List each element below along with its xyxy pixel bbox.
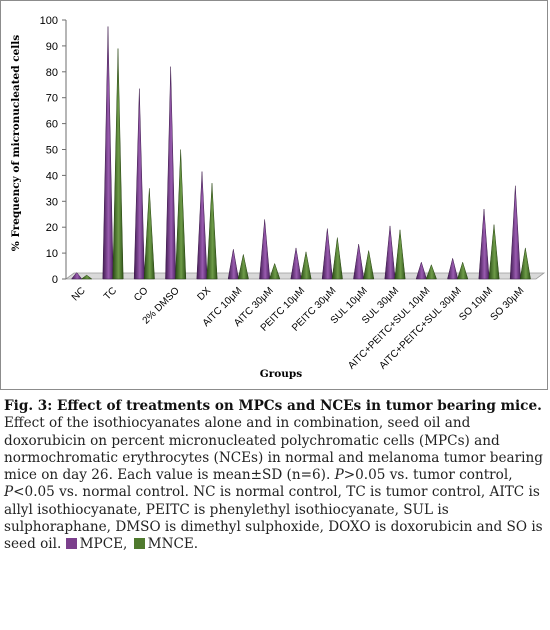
bar-mpce-10 xyxy=(384,225,396,280)
caption-body-1: Effect of the isothiocyanates alone and … xyxy=(4,415,543,484)
caption-p-value-1: P xyxy=(334,467,344,484)
y-tick-label: 50 xyxy=(46,145,58,157)
bar-mnce-0 xyxy=(80,274,93,280)
bar-mnce-6 xyxy=(269,262,281,280)
x-tick-label: CO xyxy=(132,285,151,304)
bar-mpce-8 xyxy=(321,228,333,280)
caption-body-2: >0.05 vs. tumor control, xyxy=(343,467,513,484)
bar-mnce-8 xyxy=(331,237,343,280)
caption-title: Fig. 3: Effect of treatments on MPCs and… xyxy=(4,398,542,414)
legend-swatch-mpce xyxy=(65,538,77,550)
bar-mpce-4 xyxy=(196,171,208,280)
bar-mpce-6 xyxy=(259,219,271,280)
bar-mnce-12 xyxy=(457,261,469,280)
x-tick-label: SO 30μM xyxy=(489,285,527,323)
bar-mnce-10 xyxy=(394,229,406,280)
caption-p-value-2: P xyxy=(4,484,14,501)
bar-mnce-11 xyxy=(425,264,437,280)
bar-mnce-5 xyxy=(237,254,249,280)
bar-mpce-1 xyxy=(102,26,114,280)
y-tick-label: 80 xyxy=(46,67,58,79)
bar-mpce-3 xyxy=(165,66,177,280)
bar-mpce-11 xyxy=(415,261,427,280)
y-tick-label: 20 xyxy=(46,222,58,234)
y-tick-label: 70 xyxy=(46,93,58,105)
legend-label-mpce: MPCE, xyxy=(79,536,128,553)
x-tick-label: DX xyxy=(196,285,214,303)
y-tick-label: 30 xyxy=(46,196,58,208)
bar-mnce-7 xyxy=(300,251,312,280)
bar-mnce-4 xyxy=(206,183,218,280)
bar-mpce-2 xyxy=(133,88,145,280)
y-tick-label: 10 xyxy=(46,248,58,260)
y-tick-label: 100 xyxy=(40,15,58,27)
bar-mnce-13 xyxy=(488,224,500,280)
figure-caption: Fig. 3: Effect of treatments on MPCs and… xyxy=(4,398,546,554)
y-tick-label: 40 xyxy=(46,170,58,182)
y-tick-label: 90 xyxy=(46,41,58,53)
bar-mpce-5 xyxy=(227,249,239,280)
bar-mpce-14 xyxy=(509,185,521,280)
bar-mpce-12 xyxy=(447,258,459,280)
x-axis-title: Groups xyxy=(260,368,302,380)
legend-label-mnce: MNCE. xyxy=(147,536,199,553)
y-axis: 0 10 20 30 40 50 60 70 80 90 100 xyxy=(40,15,67,286)
y-tick-label: 60 xyxy=(46,119,58,131)
y-tick-label: 0 xyxy=(52,274,58,286)
bar-mpce-9 xyxy=(353,243,365,280)
x-tick-label: TC xyxy=(102,285,119,302)
bar-mpce-0 xyxy=(70,272,83,280)
y-axis-title: % Frequency of micronucleated cells xyxy=(10,35,22,251)
bar-mpce-7 xyxy=(290,247,302,280)
bars xyxy=(70,26,531,280)
caption-body-3: <0.05 vs. normal control. NC is normal c… xyxy=(4,484,543,553)
legend: MPCE, MNCE. xyxy=(65,536,199,553)
bar-mnce-14 xyxy=(519,247,531,280)
bar-mnce-3 xyxy=(175,149,187,280)
chart-frame xyxy=(0,0,548,390)
bar-mnce-1 xyxy=(112,48,124,280)
bar-mnce-9 xyxy=(363,250,375,280)
bar-mpce-13 xyxy=(478,209,490,280)
bar-mnce-2 xyxy=(143,188,155,280)
x-tick-label: NC xyxy=(70,285,88,303)
legend-swatch-mnce xyxy=(133,538,145,550)
